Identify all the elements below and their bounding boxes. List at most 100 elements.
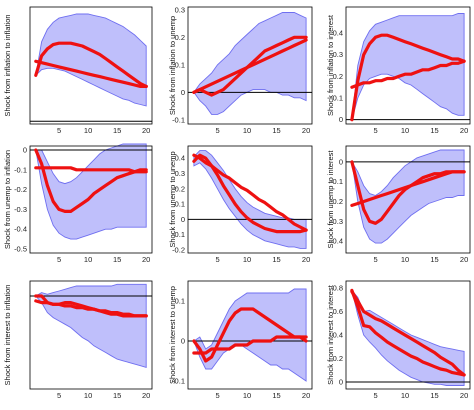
response-line [350,59,466,89]
y-axis-label: Shock from inflation to unemp [168,16,177,115]
y-tick-label: -0.5 [14,245,27,254]
plot-frame [29,145,153,254]
y-axis-label: Shock from inflation to interest [326,14,335,116]
confidence-band [35,143,147,240]
x-tick-label: 20 [460,255,468,264]
y-tick-label: 0.4 [175,154,185,163]
y-tick-label: -0.3 [14,205,27,214]
plot-frame [29,280,153,390]
plot-frame [345,6,471,125]
response-curve [34,41,148,89]
response-line [34,299,148,318]
y-tick-label: 0 [181,337,185,346]
x-tick-label: 10 [84,255,92,264]
x-tick-label: 5 [215,391,219,400]
irf-panel: -0.1 0 0.1 0.2 0.3 5 10 15 20 Shock from inflatio… [168,5,313,135]
x-tick-label: 10 [401,391,409,400]
y-tick-label: -0.2 [172,245,185,254]
irf-panel: 0 0.1 0.2 0.3 0.4 5 10 15 20 Shock from inflation… [326,6,471,135]
x-tick-label: 5 [57,255,61,264]
irf-panel: 5 10 15 20 Shock from interest to inflation [3,280,153,400]
x-tick-label: 15 [272,391,280,400]
x-tick-label: 20 [142,391,150,400]
response-line [34,59,148,89]
response-curve [34,148,148,213]
response-line [192,38,308,94]
irf-panel: -0.4 -0.3 -0.2 -0.1 0 5 10 15 20 Shock from unemp… [326,145,471,264]
y-tick-label: 0 [339,115,343,124]
y-axis-label: Shock from interest to inflation [3,285,12,386]
y-tick-label: 0.2 [175,33,185,42]
x-tick-label: 5 [373,255,377,264]
x-tick-label: 20 [142,255,150,264]
y-tick-label: 0.2 [333,72,343,81]
y-tick-label: -0.1 [172,115,185,124]
y-tick-label: 0 [339,377,343,386]
x-tick-label: 20 [302,126,310,135]
x-tick-label: 10 [243,126,251,135]
x-tick-label: 15 [272,255,280,264]
response-line [192,335,308,355]
x-tick-label: 10 [243,255,251,264]
x-tick-label: 10 [84,391,92,400]
x-tick-label: 5 [373,391,377,400]
response-line [192,153,308,232]
plot-frame [29,6,153,125]
irf-panel: -0.1 0 0.1 5 10 15 20 Shock from interest to un… [168,280,313,400]
confidence-band [35,283,147,369]
x-tick-label: 20 [460,391,468,400]
irf-panel: 0 0.2 0.4 0.6 0.8 5 10 15 20 Shock from interest … [326,280,471,400]
plot-frame [345,280,471,390]
response-curve [350,288,466,377]
x-tick-label: 15 [430,126,438,135]
y-tick-label: 0.4 [333,331,343,340]
x-tick-label: 5 [57,126,61,135]
y-tick-label: 0 [181,215,185,224]
x-tick-label: 5 [57,391,61,400]
y-axis-label: Shock from inflation to inflation [3,14,12,116]
irf-panel: -0.2 -0.1 0 0.1 0.2 0.3 0.4 5 10 15 20 Shock from u… [168,145,313,264]
x-tick-label: 5 [215,126,219,135]
x-tick-label: 15 [272,126,280,135]
y-tick-label: -0.4 [330,237,343,246]
irf-panel: 5 10 15 20 Shock from inflation to inflation [3,6,153,135]
y-tick-label: 0.1 [333,94,343,103]
y-tick-label: -0.2 [14,185,27,194]
y-tick-label: 0.3 [175,169,185,178]
y-axis-label: Shock from interest to unemp [168,286,177,384]
x-tick-label: 15 [113,126,121,135]
y-tick-label: -0.2 [330,197,343,206]
x-tick-label: 10 [401,255,409,264]
x-tick-label: 20 [142,126,150,135]
plot-frame [187,6,313,125]
x-tick-label: 15 [430,391,438,400]
x-tick-label: 10 [243,391,251,400]
y-tick-label: 0.3 [175,5,185,14]
x-tick-label: 10 [84,126,92,135]
x-tick-label: 10 [401,126,409,135]
y-tick-label: 0.1 [175,297,185,306]
x-tick-label: 20 [460,126,468,135]
response-line [34,166,148,174]
x-tick-label: 15 [430,255,438,264]
x-tick-label: 15 [113,255,121,264]
confidence-band [351,149,465,244]
y-axis-label: Shock from unemp to inflation [3,150,12,249]
y-tick-label: 0.8 [333,284,343,293]
y-tick-label: 0.1 [175,200,185,209]
irf-panel: -0.5 -0.4 -0.3 -0.2 -0.1 0 5 10 15 20 Shock from u… [3,143,153,264]
x-tick-label: 5 [215,255,219,264]
plot-frame [187,280,313,390]
x-tick-label: 5 [373,126,377,135]
y-tick-label: 0 [181,88,185,97]
y-axis-label: Shock from unemp to interest [326,150,335,249]
y-tick-label: 0 [23,145,27,154]
y-tick-label: -0.3 [330,217,343,226]
y-tick-label: -0.1 [172,377,185,386]
response-line [350,290,466,377]
plot-frame [345,145,471,254]
y-tick-label: -0.1 [172,230,185,239]
y-axis-label: Shock from unemp to unemp [168,151,177,247]
y-tick-label: -0.1 [330,177,343,186]
x-tick-label: 20 [302,391,310,400]
